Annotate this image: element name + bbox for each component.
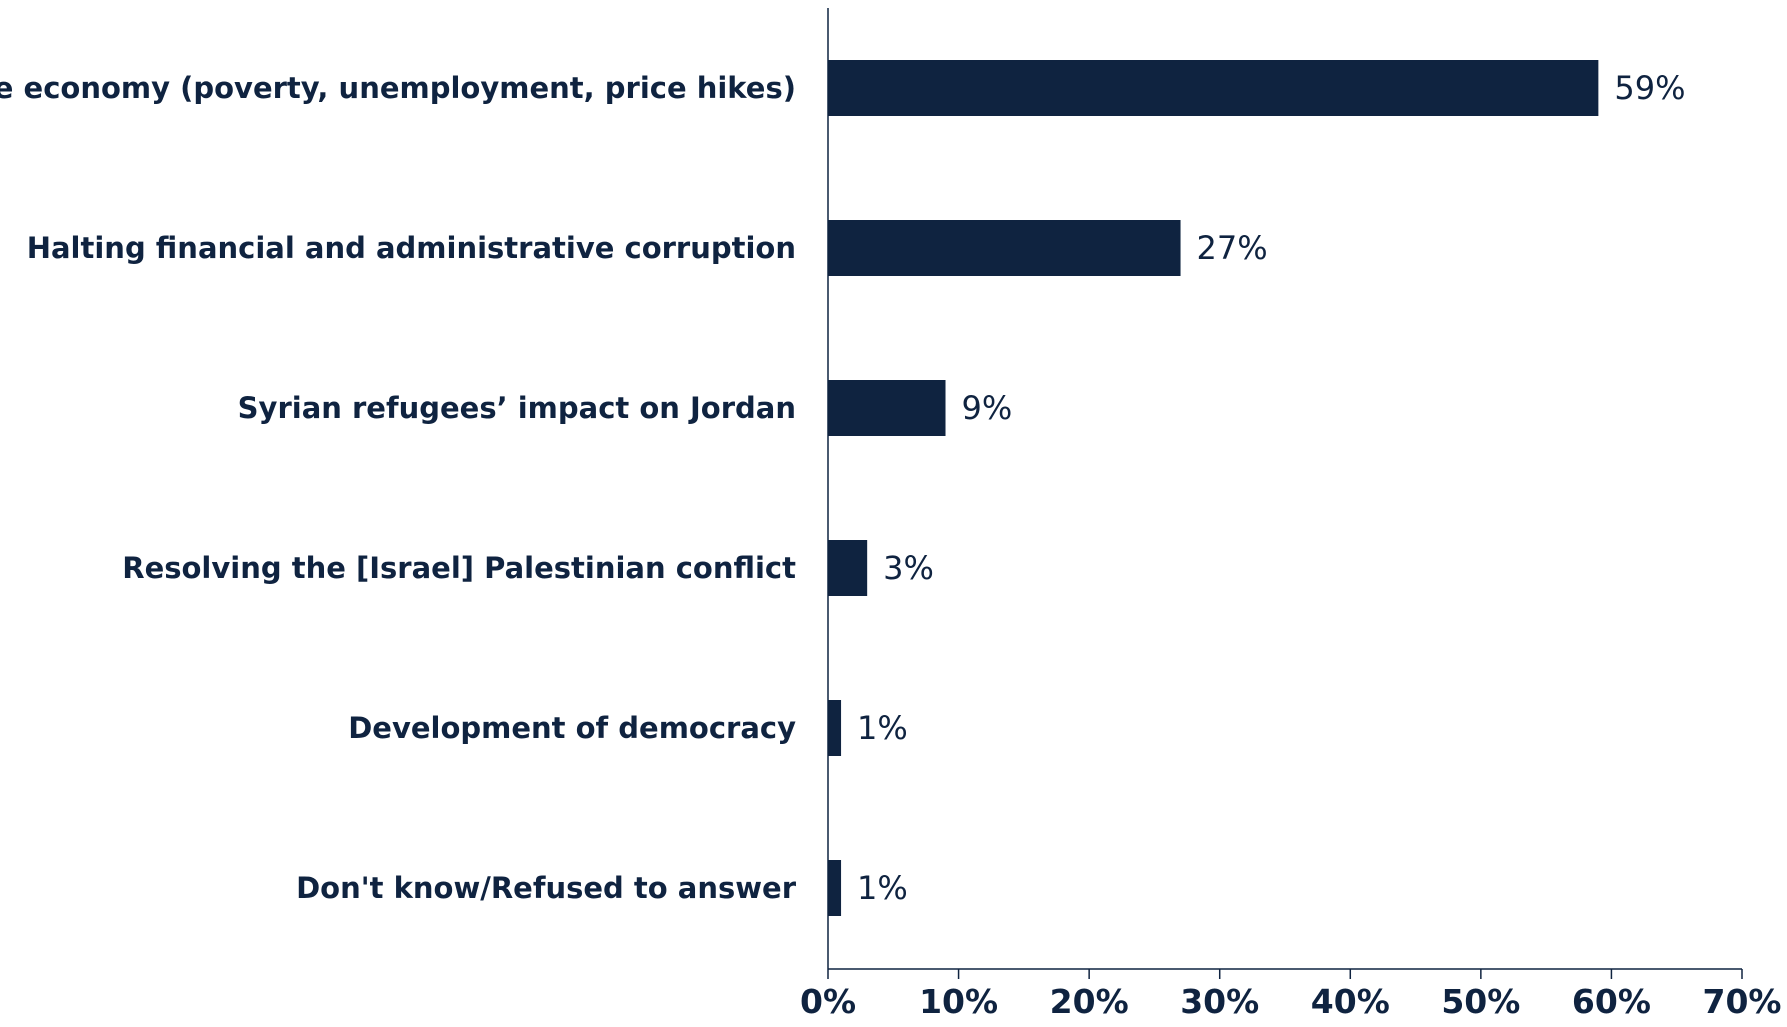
bar	[828, 220, 1181, 276]
data-label: 27%	[1197, 229, 1268, 267]
bar	[828, 60, 1599, 116]
x-tick-label: 50%	[1441, 982, 1520, 1021]
labels-layer: The economy (poverty, unemployment, pric…	[0, 69, 1782, 1021]
x-tick-label: 20%	[1050, 982, 1129, 1021]
data-label: 3%	[883, 549, 934, 587]
bar	[828, 860, 842, 916]
x-tick-label: 60%	[1572, 982, 1651, 1021]
category-label: The economy (poverty, unemployment, pric…	[0, 71, 796, 105]
category-label: Halting financial and administrative cor…	[27, 231, 796, 265]
bars-layer	[828, 60, 1599, 916]
x-tick-label: 0%	[800, 982, 856, 1021]
data-label: 9%	[962, 389, 1013, 427]
category-label: Syrian refugees’ impact on Jordan	[238, 391, 796, 425]
bar	[828, 540, 868, 596]
axes-layer	[827, 8, 1743, 979]
bar	[828, 700, 842, 756]
x-tick-label: 40%	[1311, 982, 1390, 1021]
category-label: Resolving the [Israel] Palestinian confl…	[122, 551, 796, 585]
x-tick-label: 30%	[1180, 982, 1259, 1021]
bar	[828, 380, 946, 436]
category-label: Don't know/Refused to answer	[296, 871, 797, 905]
category-label: Development of democracy	[348, 711, 796, 745]
data-label: 1%	[857, 869, 908, 907]
x-tick-label: 70%	[1703, 982, 1782, 1021]
data-label: 1%	[857, 709, 908, 747]
x-tick-label: 10%	[919, 982, 998, 1021]
data-label: 59%	[1614, 69, 1685, 107]
